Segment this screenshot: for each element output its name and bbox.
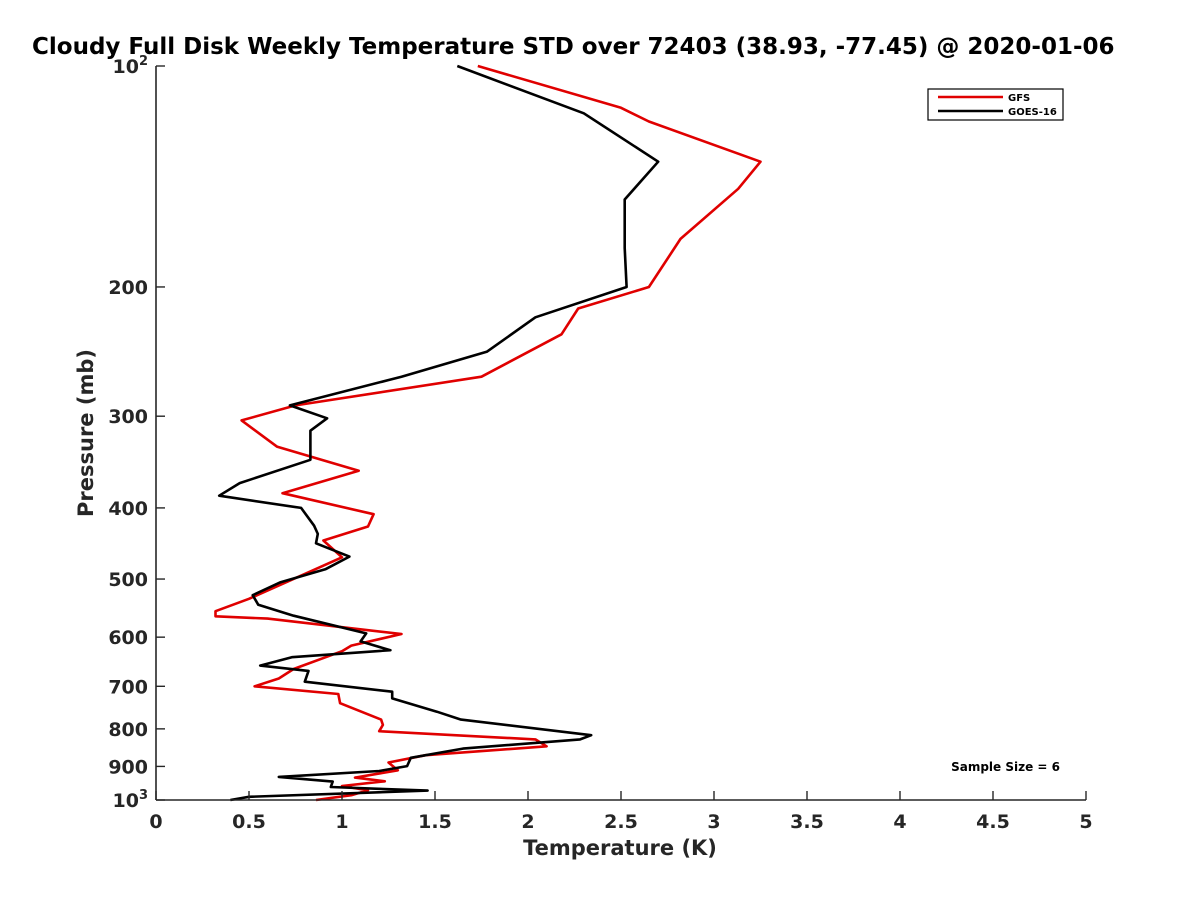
x-axis-label: Temperature (K)	[523, 836, 717, 860]
legend: GFS GOES-16	[927, 88, 1064, 121]
y-tick-label: 700	[108, 676, 148, 698]
y-axis-label: Pressure (mb)	[74, 349, 98, 517]
x-tick-label: 4	[893, 811, 906, 833]
x-tick-label: 3	[707, 811, 720, 833]
legend-box	[927, 88, 1064, 121]
y-tick-label: 800	[108, 719, 148, 741]
x-tick-label: 4.5	[976, 811, 1010, 833]
series-line-goes-16	[217, 64, 660, 802]
x-tick-label: 5	[1079, 811, 1092, 833]
series-line-gfs	[214, 64, 762, 802]
y-tick-label: 102	[113, 54, 149, 78]
x-tick-label: 1.5	[418, 811, 452, 833]
y-tick-label: 500	[108, 569, 148, 591]
y-tick-label: 200	[108, 277, 148, 299]
legend-label: GOES-16	[1008, 107, 1057, 118]
y-tick-label: 400	[108, 498, 148, 520]
x-tick-label: 1	[335, 811, 348, 833]
sample-size-annotation: Sample Size = 6	[951, 760, 1060, 774]
y-tick-label: 900	[108, 756, 148, 778]
ticks-layer: 0 0.5 1 1.5 2 2.5 3 3.5 4 4.5 5 102 200 300 400 500 600 7…	[108, 54, 1092, 833]
x-tick-label: 0.5	[232, 811, 266, 833]
chart-title: Cloudy Full Disk Weekly Temperature STD …	[32, 34, 1115, 60]
legend-label: GFS	[1008, 93, 1030, 104]
x-tick-label: 3.5	[790, 811, 824, 833]
y-tick-label: 300	[108, 406, 148, 428]
x-tick-label: 0	[149, 811, 162, 833]
x-tick-label: 2.5	[604, 811, 638, 833]
y-tick-label: 103	[113, 788, 149, 812]
series-layer	[214, 64, 762, 802]
x-tick-label: 2	[521, 811, 534, 833]
y-tick-label: 600	[108, 627, 148, 649]
